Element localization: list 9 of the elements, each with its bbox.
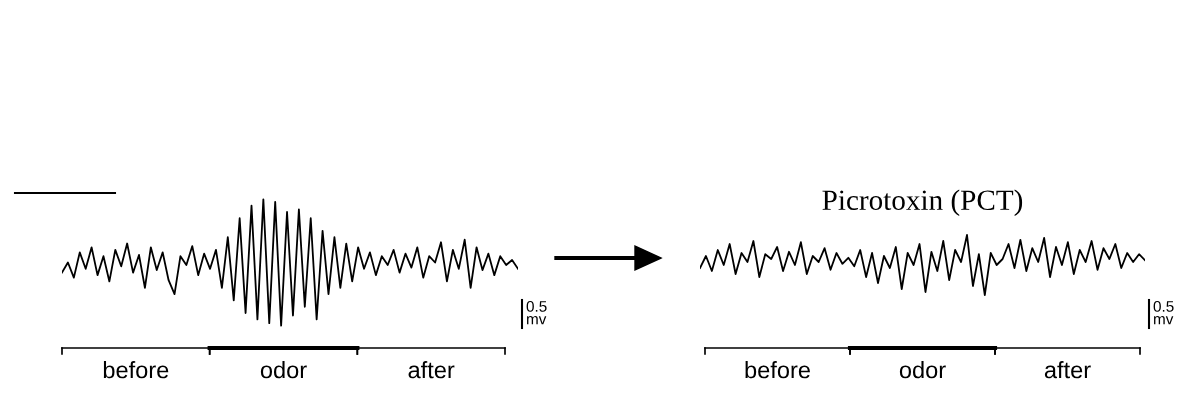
text: after <box>1044 361 1091 379</box>
text: odor <box>899 360 946 379</box>
text: after <box>408 361 455 379</box>
text: 0.5 mv <box>526 300 547 325</box>
text: 0.5 mv <box>1153 300 1174 325</box>
text: before <box>103 360 169 379</box>
text: odor <box>260 360 307 379</box>
text: before <box>745 360 810 379</box>
chart-title: Picrotoxin (PCT) <box>822 189 1023 216</box>
